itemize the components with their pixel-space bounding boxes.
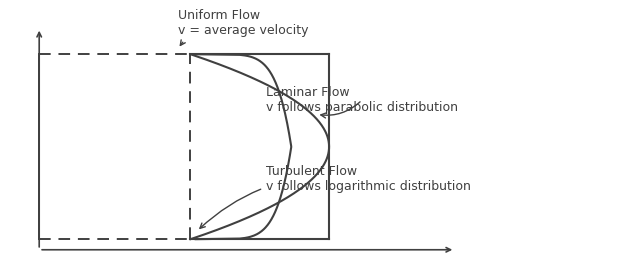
Text: Uniform Flow
v = average velocity: Uniform Flow v = average velocity <box>178 9 308 45</box>
Text: Laminar Flow
v follows parabolic distribution: Laminar Flow v follows parabolic distrib… <box>266 86 458 118</box>
Text: Turbulent Flow
v follows logarithmic distribution: Turbulent Flow v follows logarithmic dis… <box>200 165 471 228</box>
